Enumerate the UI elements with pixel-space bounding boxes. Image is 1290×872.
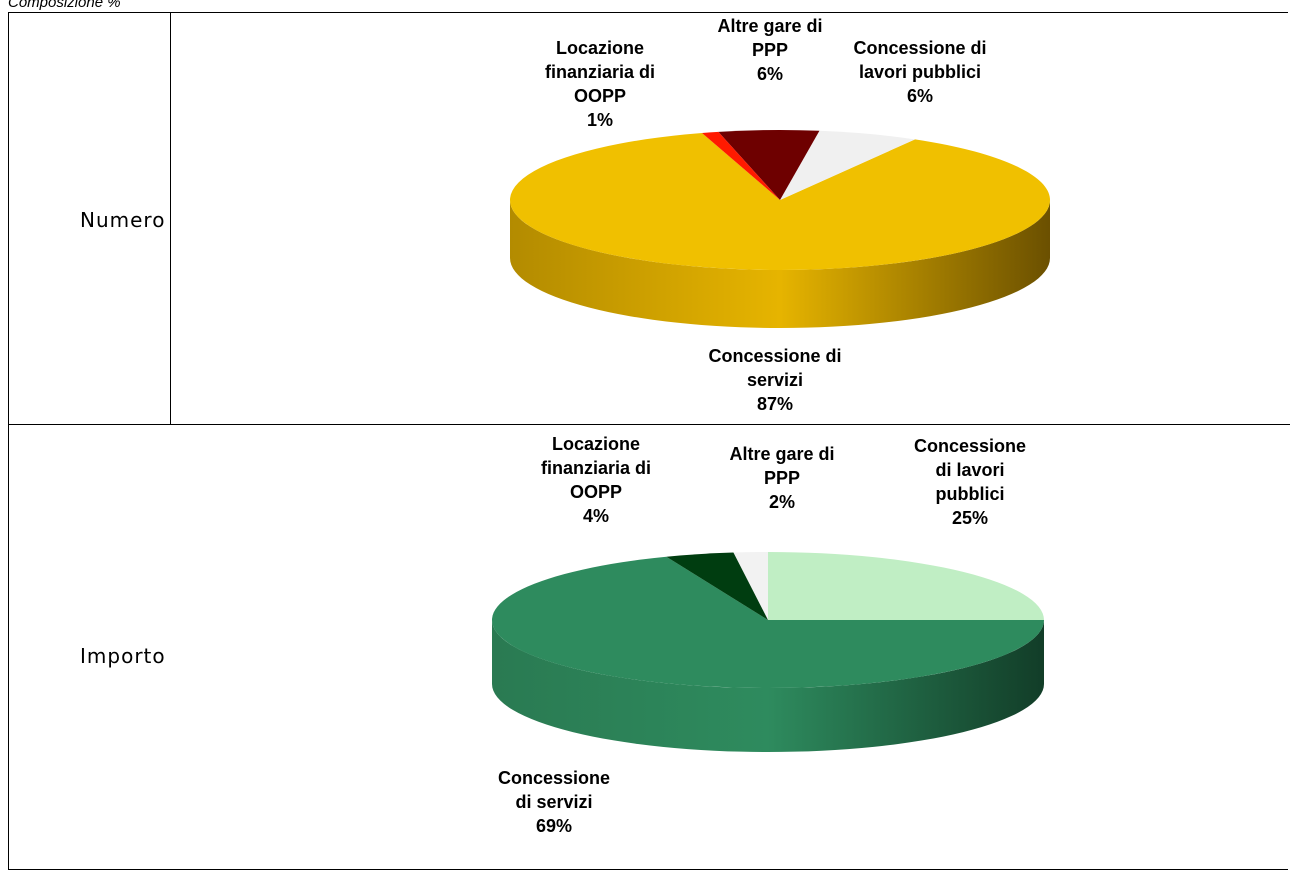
- row-label-numero: Numero: [80, 208, 166, 232]
- numero-label-3: Locazione finanziaria di OOPP 1%: [545, 38, 655, 130]
- numero-label-0: Concessione di servizi 87%: [708, 346, 841, 414]
- numero-slice-2: [718, 130, 820, 200]
- importo-pie-side: [492, 620, 1044, 752]
- importo-slice-3: [666, 552, 768, 620]
- figure-caption: Composizione %: [8, 0, 121, 11]
- pie-importo: Concessione di servizi 69% Concessione di la…: [492, 434, 1044, 836]
- importo-label-3: Locazione finanziaria di OOPP 4%: [541, 434, 651, 526]
- importo-slice-0: [492, 556, 1044, 689]
- importo-label-1: Concessione di lavori pubblici 25%: [914, 436, 1026, 528]
- importo-label-2: Altre gare di PPP 2%: [729, 444, 834, 512]
- importo-slice-1: [768, 552, 1044, 620]
- table-frame: [8, 12, 1288, 870]
- numero-slice-0: [509, 132, 1050, 270]
- row-divider: [8, 424, 1290, 425]
- importo-slice-2: [733, 552, 768, 620]
- importo-label-0: Concessione di servizi 69%: [498, 768, 610, 836]
- pie-numero: Concessione di servizi 87% Concessione di la…: [509, 16, 1050, 414]
- numero-slice-3: [701, 131, 780, 200]
- numero-label-1: Concessione di lavori pubblici 6%: [853, 38, 986, 106]
- numero-slice-1: [780, 130, 915, 200]
- column-divider: [170, 12, 171, 424]
- row-label-importo: Importo: [80, 644, 166, 668]
- numero-pie-side: [510, 200, 1050, 328]
- numero-label-2: Altre gare di PPP 6%: [717, 16, 822, 84]
